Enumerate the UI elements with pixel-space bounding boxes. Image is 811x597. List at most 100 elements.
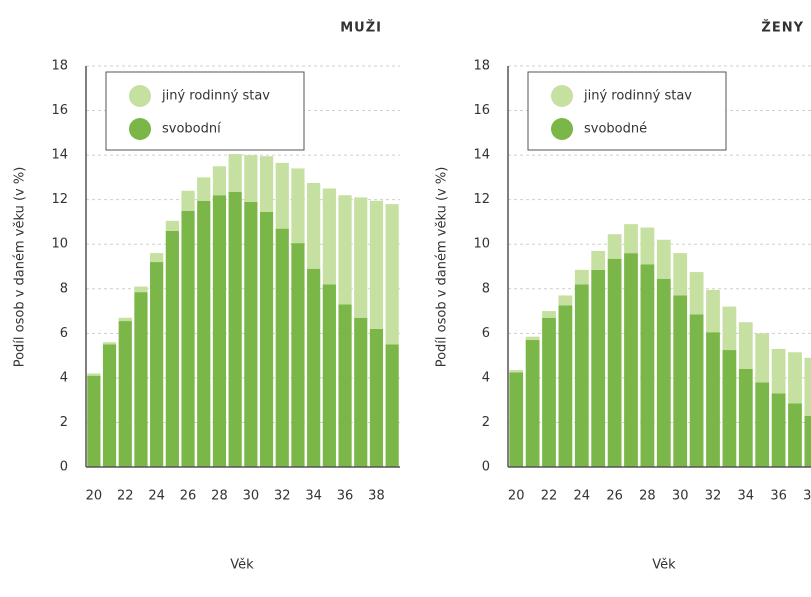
bar-segment [165,230,179,467]
x-tick-label: 38 [368,489,385,504]
bar-segment [525,340,540,467]
bar-segment [738,322,753,369]
bar-segment [624,253,638,467]
bar-segment [197,200,211,467]
x-tick-label: 30 [243,489,260,504]
bar-segment [689,314,704,467]
y-tick-label: 0 [482,460,490,475]
bar-segment [181,190,195,211]
bar-segment [228,191,242,467]
x-tick-label: 20 [508,489,525,504]
bar-segment [244,201,258,467]
bar-segment [673,253,688,296]
x-tick-label: 24 [574,489,591,504]
bar-segment [804,357,811,416]
y-tick-label: 8 [482,281,490,296]
chart-title: ŽENY [761,20,804,36]
x-tick-label: 26 [180,489,197,504]
bar-segment [804,415,811,467]
bar-segment [244,155,258,202]
bar-segment [771,393,786,467]
bar-segment [624,224,638,254]
y-tick-label: 4 [482,370,490,385]
bar-segment [228,153,242,192]
y-tick-label: 18 [473,59,490,74]
bar-segment [656,278,671,467]
x-tick-label: 36 [770,489,787,504]
y-tick-label: 14 [51,148,68,163]
y-tick-label: 8 [60,281,68,296]
y-tick-label: 4 [60,370,68,385]
y-axis-label: Podíl osob v daném věku (v %) [13,167,28,368]
x-tick-label: 28 [639,489,656,504]
chart-title: MUŽI [340,20,382,36]
legend-swatch [551,85,573,107]
bar-segment [558,305,573,467]
bar-segment [574,284,589,467]
y-tick-label: 6 [60,326,68,341]
bar-segment [656,239,671,279]
x-axis-label: Věk [652,558,676,573]
bar-segment [369,200,384,329]
legend-swatch [129,118,151,140]
bar-segment [722,306,737,351]
legend-swatch [551,118,573,140]
bar-segment [87,373,101,376]
bar-segment [738,368,753,467]
bar-segment [640,264,655,467]
bar-segment [354,317,368,467]
y-tick-label: 6 [482,326,490,341]
bar-segment [689,272,704,315]
x-tick-label: 34 [305,489,322,504]
bar-segment [385,344,399,467]
bar-segment [307,182,321,269]
bar-segment [640,227,655,265]
bar-segment [788,403,802,467]
x-tick-label: 30 [672,489,689,504]
bar-segment [591,250,606,270]
x-axis-label: Věk [230,558,254,573]
bar-segment [338,304,352,467]
x-tick-label: 36 [337,489,354,504]
bar-segment [275,228,289,467]
bar-segment [150,253,164,263]
x-tick-label: 32 [705,489,722,504]
bar-segment [134,292,148,467]
y-tick-label: 0 [60,460,68,475]
bar-segment [291,243,305,467]
bar-segment [102,344,117,467]
bar-segment [259,156,274,212]
bar-segment [542,311,556,318]
bar-segment [212,195,227,467]
bar-segment [574,269,589,285]
bar-segment [354,197,368,318]
bar-segment [322,284,336,467]
y-tick-label: 18 [51,59,68,74]
y-tick-label: 12 [51,192,68,207]
bar-segment [150,262,164,467]
x-tick-label: 22 [541,489,558,504]
bar-segment [755,382,770,467]
bar-segment [197,177,211,201]
x-tick-label: 20 [86,489,103,504]
bar-segment [275,162,289,229]
y-tick-label: 14 [473,148,490,163]
legend-swatch [129,85,151,107]
bar-segment [118,321,132,467]
bar-segment [755,333,770,383]
bar-segment [118,317,132,322]
bar-segment [771,348,786,394]
bar-segment [525,336,540,341]
bar-segment [165,220,179,231]
bar-segment [509,372,524,467]
bar-segment [607,234,622,259]
y-tick-label: 10 [473,237,490,252]
y-tick-label: 12 [473,192,490,207]
legend-label: svobodné [584,122,647,137]
y-tick-label: 16 [51,103,68,118]
x-tick-label: 38 [803,489,811,504]
bar-segment [509,370,524,373]
bar-segment [591,269,606,467]
x-tick-label: 22 [117,489,134,504]
